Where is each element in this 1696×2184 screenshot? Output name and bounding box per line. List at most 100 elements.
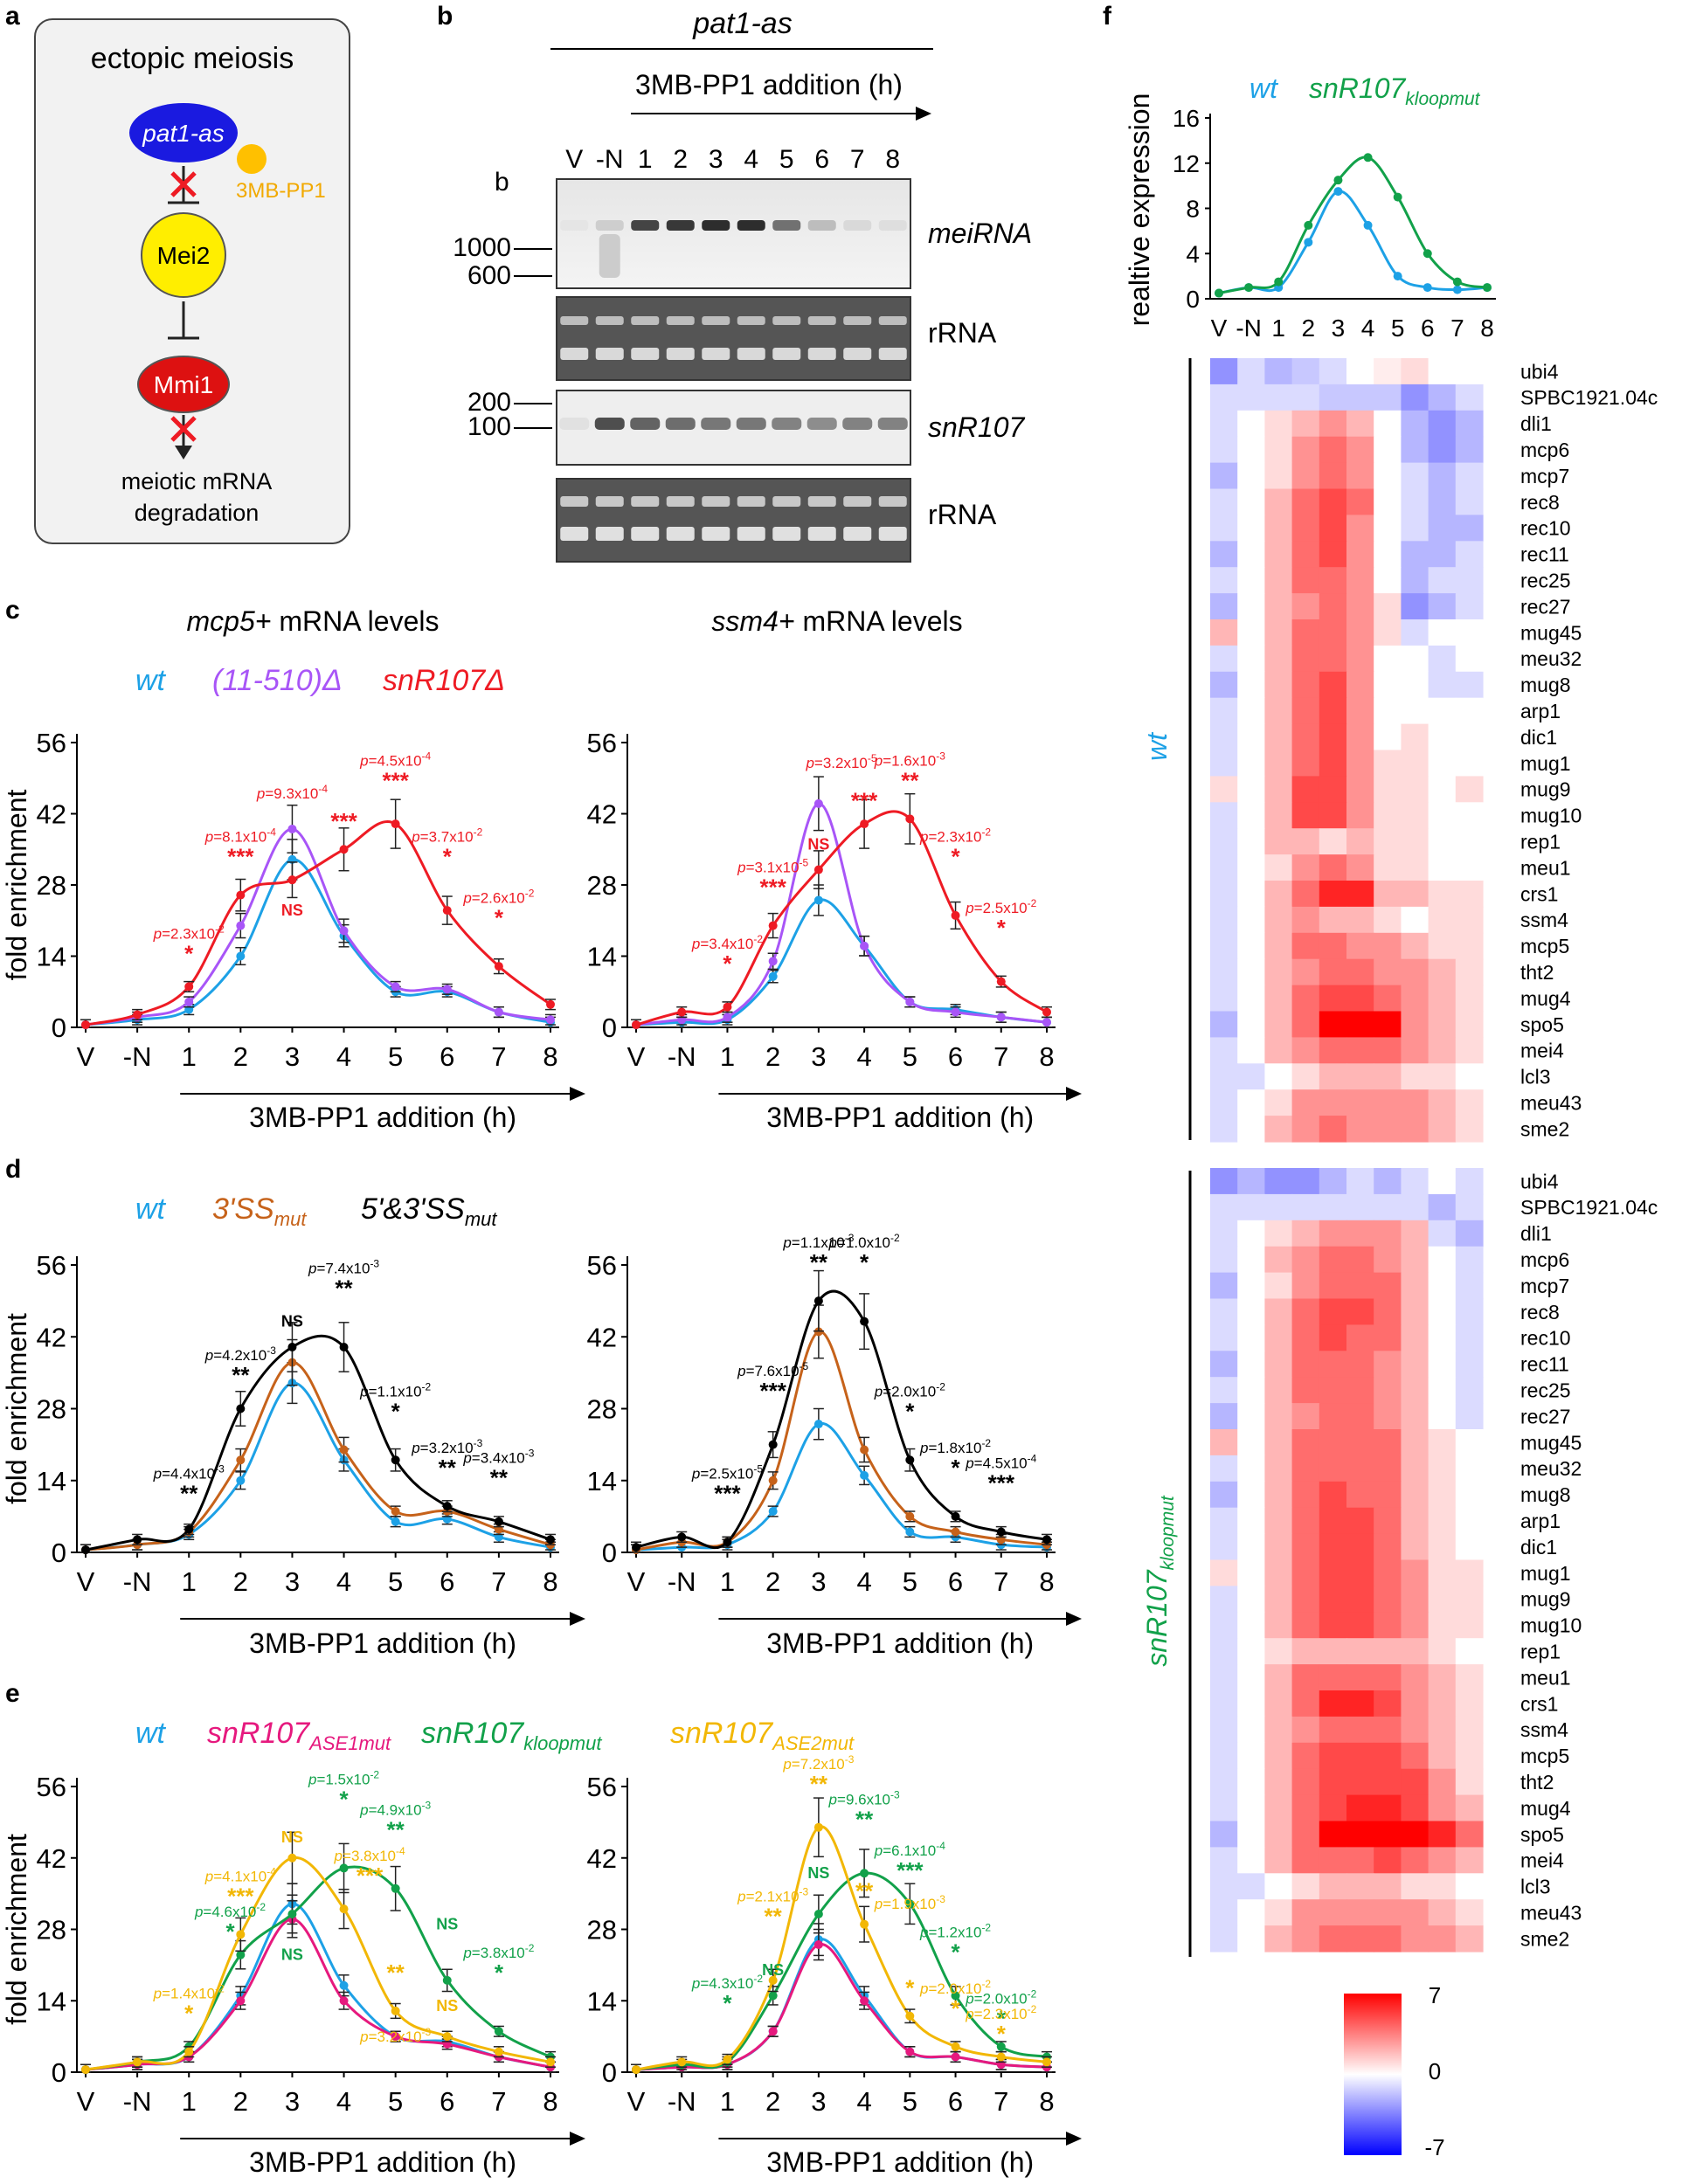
heatmap-row-label: mug1	[1520, 752, 1571, 775]
significance-mark: *	[860, 1249, 869, 1275]
heatmap-cell	[1291, 1193, 1320, 1221]
data-point	[860, 1869, 869, 1878]
y-tick-label: 14	[37, 942, 66, 972]
heatmap-cell	[1428, 436, 1457, 464]
significance-mark: **	[810, 1249, 828, 1275]
heatmap-cell	[1455, 1821, 1484, 1848]
data-point	[133, 1010, 142, 1019]
heatmap-cell	[1237, 1089, 1265, 1116]
rrna-band	[843, 496, 872, 507]
heatmap-cell	[1210, 1168, 1238, 1195]
rrna-band	[772, 316, 801, 325]
y-tick-label: 8	[1186, 196, 1200, 223]
x-tick-label: 1	[182, 1566, 197, 1597]
heatmap-cell	[1210, 697, 1238, 725]
heatmap-cell	[1428, 1873, 1457, 1900]
significance-mark: NS	[436, 1997, 458, 2015]
heatmap-cell	[1210, 1507, 1238, 1535]
heatmap-cell	[1374, 567, 1402, 594]
rrna-band	[631, 348, 660, 360]
heatmap-row-label: rep1	[1520, 1641, 1561, 1663]
heatmap-cell	[1455, 462, 1484, 490]
heatmap-cell	[1455, 1116, 1484, 1143]
data-point	[1423, 283, 1432, 293]
heatmap-cell	[1210, 384, 1238, 411]
rrna-band	[807, 496, 836, 507]
heatmap-cell	[1428, 1298, 1457, 1325]
p-value: p=2.0x10-2	[874, 1380, 945, 1400]
snr107-band	[594, 418, 625, 430]
data-point	[546, 1535, 555, 1545]
heatmap-cell	[1210, 1193, 1238, 1221]
heatmap-cell	[1291, 1298, 1320, 1325]
y-tick-label: 0	[52, 2057, 66, 2088]
heatmap-cell	[1401, 1455, 1429, 1482]
x-tick-label: 4	[856, 1566, 871, 1597]
heatmap-cell	[1210, 462, 1238, 490]
heatmap-cell	[1264, 1559, 1293, 1586]
x-tick-label: V	[77, 1041, 95, 1072]
heatmap-row-label: dli1	[1520, 1222, 1552, 1245]
data-point	[391, 1883, 400, 1893]
heatmap-cell	[1210, 1742, 1238, 1770]
legend-entry: snR107kloopmut	[421, 1717, 602, 1754]
heatmap-cell	[1319, 436, 1347, 464]
heatmap-cell	[1374, 1742, 1402, 1770]
heatmap-cell	[1428, 958, 1457, 986]
series-line	[635, 1289, 1048, 1550]
heatmap-cell	[1291, 1063, 1320, 1090]
data-point	[768, 1440, 778, 1449]
significance-mark: *	[723, 1990, 732, 2016]
heatmap-cell	[1237, 1377, 1265, 1404]
p-value: p=2.3x10-2	[153, 923, 225, 942]
heatmap-cell	[1210, 1298, 1238, 1325]
heatmap-row-label: SPBC1921.04c	[1520, 1196, 1658, 1219]
legend-f-wt: wt	[1250, 73, 1278, 104]
data-point	[951, 2052, 960, 2062]
data-point	[391, 1517, 400, 1526]
p-value: p=3.1x10-5	[737, 857, 808, 876]
heatmap-cell	[1401, 1847, 1429, 1874]
heatmap-cell	[1210, 1455, 1238, 1482]
heatmap-cell	[1401, 1037, 1429, 1064]
heatmap-row-label: ssm4	[1520, 909, 1568, 931]
heatmap-cell	[1319, 776, 1347, 803]
data-point	[905, 2047, 915, 2056]
heatmap-cell	[1428, 1455, 1457, 1482]
x-tick-label: 7	[993, 1566, 1008, 1597]
x-tick-label: 1	[182, 2086, 197, 2117]
heatmap-cell	[1264, 1351, 1293, 1378]
heatmap-cell	[1237, 1455, 1265, 1482]
data-point	[1042, 1007, 1051, 1017]
panel-label-f: f	[1103, 2, 1112, 31]
sub-b-label: b	[495, 168, 509, 197]
heatmap-cell	[1319, 645, 1347, 673]
data-point	[339, 1343, 349, 1351]
heatmap-cell	[1264, 906, 1293, 934]
p-value: p=1.8x10-2	[919, 1437, 991, 1456]
rrna-band	[702, 496, 730, 507]
heatmap-cell	[1264, 593, 1293, 620]
mei2-node	[141, 212, 226, 298]
heatmap-cell	[1455, 1272, 1484, 1300]
heatmap-cell	[1455, 1899, 1484, 1926]
heatmap-cell	[1210, 410, 1238, 438]
heatmap-cell	[1374, 1089, 1402, 1116]
heatmap-cell	[1374, 436, 1402, 464]
data-point	[860, 819, 869, 829]
heatmap-cell	[1401, 593, 1429, 620]
heatmap-cell	[1346, 776, 1374, 803]
heatmap-cell	[1346, 932, 1374, 960]
data-point	[905, 2011, 915, 2021]
heatmap-cell	[1210, 1351, 1238, 1378]
heatmap-cell	[1428, 906, 1457, 934]
heatmap-cell	[1428, 410, 1457, 438]
arrow-right-icon	[570, 2132, 585, 2146]
heatmap-cell	[1237, 1011, 1265, 1038]
heatmap-row-label: mug9	[1520, 1588, 1571, 1611]
heatmap-cell	[1291, 358, 1320, 385]
heatmap-cell	[1374, 1873, 1402, 1900]
heatmap-cell	[1210, 1272, 1238, 1300]
heatmap-cell	[1264, 1507, 1293, 1535]
